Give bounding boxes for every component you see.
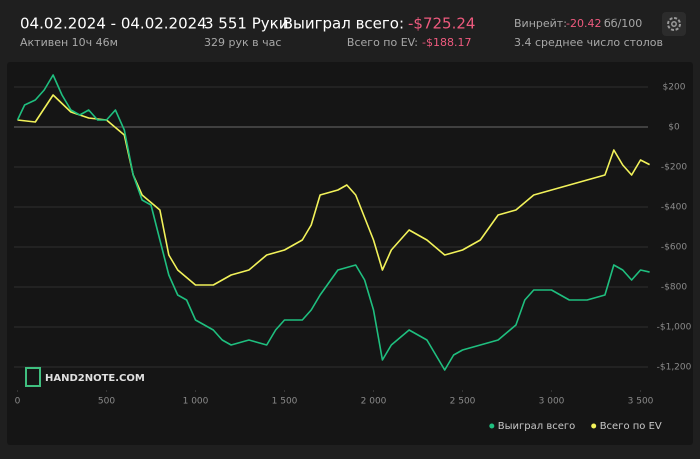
- series-line: [16, 74, 650, 371]
- won-value: -$725.24: [408, 15, 475, 33]
- x-tick-label: 2 500: [450, 397, 476, 407]
- x-tick-label: 1 000: [183, 397, 209, 407]
- x-tick-label: 3 000: [539, 397, 565, 407]
- legend-label: Всего по EV: [600, 421, 662, 432]
- legend-swatch: [591, 423, 597, 429]
- x-tick-label: 2 000: [361, 397, 387, 407]
- settings-button[interactable]: [662, 12, 686, 36]
- x-tick-label: 500: [98, 397, 115, 407]
- hands-per-hour: 329 рук в час: [204, 36, 281, 49]
- date-range: 04.02.2024 - 04.02.2024: [20, 15, 207, 33]
- logo: HAND2NOTE.COM: [25, 367, 145, 387]
- x-tick-label: 1 500: [272, 397, 298, 407]
- y-tick-label: $200: [663, 83, 686, 93]
- active-time: Активен 10ч 46м: [20, 36, 118, 49]
- winrate-value: -20.42: [566, 17, 601, 30]
- y-tick-label: -$1,200: [657, 363, 692, 373]
- y-tick-label: -$200: [661, 163, 687, 173]
- ev-label: Всего по EV:: [347, 36, 418, 49]
- logo-text: HAND2NOTE.COM: [45, 373, 145, 384]
- y-tick-label: -$400: [661, 203, 687, 213]
- winrate-label: Винрейт:: [514, 17, 567, 30]
- legend-label: Выиграл всего: [498, 421, 575, 432]
- y-tick-label: $0: [668, 123, 680, 133]
- tables: 3.4 среднее число столов: [514, 36, 663, 49]
- winrate-unit: бб/100: [604, 17, 642, 30]
- chart: $200 $0 -$200 -$400 -$600 -$800 -$1,000 -$1,200…: [14, 74, 692, 432]
- legend-swatch: [489, 423, 495, 429]
- ev-value: -$188.17: [422, 36, 471, 49]
- x-tick-label: 0: [15, 397, 21, 407]
- x-tick-label: 3 500: [628, 397, 654, 407]
- y-tick-label: -$600: [661, 243, 687, 253]
- won-label: Выиграл всего:: [283, 15, 404, 33]
- chart-panel: [7, 62, 693, 445]
- y-tick-label: -$1,000: [657, 323, 692, 333]
- hands: 3 551 Руки: [204, 15, 288, 33]
- y-tick-label: -$800: [661, 283, 687, 293]
